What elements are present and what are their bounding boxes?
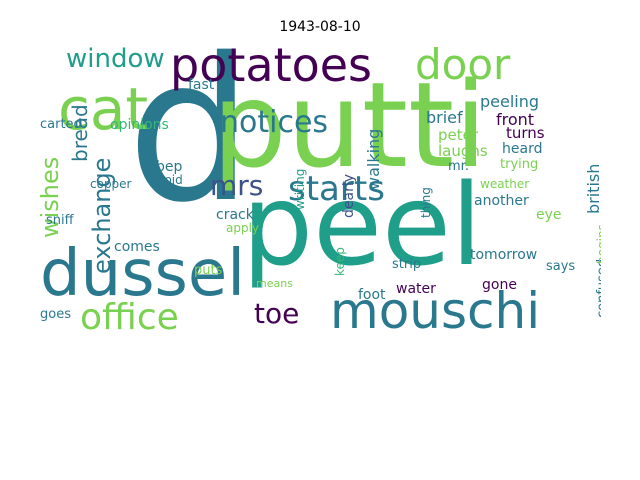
word-cat: cat xyxy=(58,75,149,143)
word-d: d xyxy=(127,42,253,246)
word-mrs: mrs xyxy=(210,169,264,202)
word-notices: notices xyxy=(220,105,329,140)
word-crack: crack xyxy=(216,207,254,223)
word-potatoes: potatoes xyxy=(170,42,373,92)
word-office: office xyxy=(80,297,179,338)
word-tomorrow: tomorrow xyxy=(470,247,538,263)
word-apply: apply xyxy=(226,221,260,235)
word-foot: foot xyxy=(358,287,386,303)
word-eye: eye xyxy=(536,207,562,223)
word-goes: goes xyxy=(40,307,71,322)
word-window: window xyxy=(66,44,165,74)
word-starts: starts xyxy=(288,169,385,209)
word-writing: writing xyxy=(293,168,307,210)
word-copper: copper xyxy=(90,177,132,191)
word-walking: walking xyxy=(364,128,383,190)
word-bep: bep xyxy=(156,159,183,175)
word-cloud: d putti peel dussel mouschi cat potatoes… xyxy=(40,42,601,339)
word-keep: keep xyxy=(333,247,347,276)
word-comes: comes xyxy=(114,239,160,255)
word-opinions: opinions xyxy=(110,117,169,133)
word-means: means xyxy=(256,277,293,290)
word-exchange: exchange xyxy=(88,157,116,274)
word-peter: peter xyxy=(438,126,479,144)
word-thing: thing xyxy=(419,187,433,218)
word-front: front xyxy=(496,110,535,129)
word-turns: turns xyxy=(506,124,545,142)
word-avoid: avoid xyxy=(150,173,183,187)
word-puts: puts xyxy=(194,263,223,278)
word-sniff: sniff xyxy=(46,213,74,228)
word-dearly: dearly xyxy=(341,173,357,218)
word-toe: toe xyxy=(254,297,300,330)
word-bread: bread xyxy=(68,104,92,162)
word-says: says xyxy=(546,259,576,274)
word-begins: begins xyxy=(595,224,601,264)
word-brief: brief xyxy=(426,108,463,127)
word-putti: putti xyxy=(212,56,488,194)
word-mouschi: mouschi xyxy=(330,282,541,339)
word-trying: trying xyxy=(500,157,539,172)
word-peeling: peeling xyxy=(480,92,540,111)
word-heard: heard xyxy=(502,141,543,157)
word-water: water xyxy=(396,281,436,297)
word-way: way xyxy=(594,123,601,164)
word-weather: weather xyxy=(480,177,530,191)
word-mr: mr. xyxy=(448,159,469,174)
word-dussel: dussel xyxy=(40,237,246,311)
word-gone: gone xyxy=(482,277,517,293)
word-fast: fast xyxy=(188,77,215,93)
word-another: another xyxy=(474,193,529,209)
word-strip: strip xyxy=(392,257,422,272)
word-door: door xyxy=(415,42,511,89)
word-confused: confused xyxy=(595,258,601,318)
word-laughs: laughs xyxy=(438,142,488,160)
word-british: british xyxy=(584,163,601,214)
figure-title: 1943-08-10 xyxy=(279,19,361,35)
word-peel: peel xyxy=(242,161,483,291)
word-carted: carted xyxy=(40,117,82,132)
